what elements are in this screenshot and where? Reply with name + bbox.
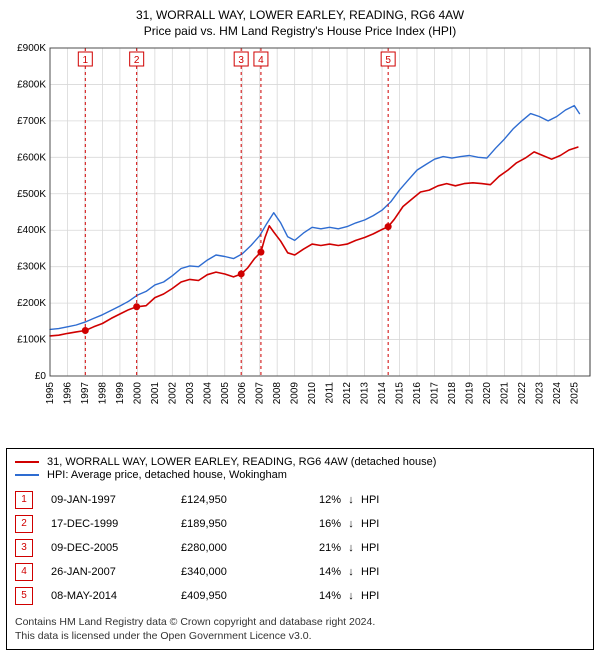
legend: 31, WORRALL WAY, LOWER EARLEY, READING, … <box>15 456 585 481</box>
transaction-date: 26-JAN-2007 <box>51 566 181 578</box>
copyright-line1: Contains HM Land Registry data © Crown c… <box>15 616 375 628</box>
svg-text:2014: 2014 <box>377 382 388 405</box>
svg-text:£400K: £400K <box>17 225 46 236</box>
svg-text:1998: 1998 <box>97 382 108 405</box>
svg-text:2020: 2020 <box>482 382 493 405</box>
transaction-row: 1 09-JAN-1997£124,95012%↓HPI <box>15 491 585 509</box>
svg-text:2012: 2012 <box>342 382 353 405</box>
svg-text:3: 3 <box>238 55 244 66</box>
down-arrow-icon: ↓ <box>341 518 361 530</box>
chart-plot: £0 £100K £200K £300K £400K £500K £600K £700K £80… <box>6 42 594 442</box>
chart-subtitle: Price paid vs. HM Land Registry's House … <box>6 24 594 38</box>
svg-text:1996: 1996 <box>62 382 73 405</box>
hpi-label: HPI <box>361 494 379 506</box>
svg-text:£900K: £900K <box>17 43 46 54</box>
transaction-pct: 21% <box>301 542 341 554</box>
svg-text:4: 4 <box>258 55 264 66</box>
svg-text:2021: 2021 <box>499 382 510 405</box>
svg-text:2004: 2004 <box>202 382 213 405</box>
chart-container: { "titles": { "line1": "31, WORRALL WAY,… <box>0 0 600 650</box>
transaction-pct: 16% <box>301 518 341 530</box>
svg-text:2022: 2022 <box>517 382 528 405</box>
legend-and-data-box: 31, WORRALL WAY, LOWER EARLEY, READING, … <box>6 448 594 650</box>
transaction-index-box: 1 <box>15 491 33 509</box>
svg-text:1999: 1999 <box>115 382 126 405</box>
transaction-row: 2 17-DEC-1999£189,95016%↓HPI <box>15 515 585 533</box>
svg-text:2005: 2005 <box>220 382 231 405</box>
svg-text:2: 2 <box>134 55 140 66</box>
down-arrow-icon: ↓ <box>341 542 361 554</box>
transaction-index-box: 5 <box>15 587 33 605</box>
transaction-date: 17-DEC-1999 <box>51 518 181 530</box>
svg-text:£700K: £700K <box>17 116 46 127</box>
svg-text:2001: 2001 <box>150 382 161 405</box>
svg-text:2018: 2018 <box>447 382 458 405</box>
svg-text:2003: 2003 <box>185 382 196 405</box>
transaction-price: £409,950 <box>181 590 301 602</box>
transaction-row: 5 08-MAY-2014£409,95014%↓HPI <box>15 587 585 605</box>
legend-item: 31, WORRALL WAY, LOWER EARLEY, READING, … <box>15 456 585 468</box>
hpi-label: HPI <box>361 590 379 602</box>
down-arrow-icon: ↓ <box>341 566 361 578</box>
transaction-index-box: 4 <box>15 563 33 581</box>
svg-text:2000: 2000 <box>132 382 143 405</box>
legend-label: 31, WORRALL WAY, LOWER EARLEY, READING, … <box>47 456 436 468</box>
svg-text:2013: 2013 <box>360 382 371 405</box>
hpi-label: HPI <box>361 566 379 578</box>
svg-text:2025: 2025 <box>569 382 580 405</box>
svg-text:2009: 2009 <box>290 382 301 405</box>
svg-text:2015: 2015 <box>395 382 406 405</box>
transaction-date: 08-MAY-2014 <box>51 590 181 602</box>
svg-text:2007: 2007 <box>255 382 266 405</box>
down-arrow-icon: ↓ <box>341 590 361 602</box>
transaction-price: £189,950 <box>181 518 301 530</box>
transaction-table: 109-JAN-1997£124,95012%↓HPI217-DEC-1999£… <box>15 491 585 605</box>
hpi-label: HPI <box>361 542 379 554</box>
svg-text:2010: 2010 <box>307 382 318 405</box>
svg-text:£800K: £800K <box>17 79 46 90</box>
transaction-row: 4 26-JAN-2007£340,00014%↓HPI <box>15 563 585 581</box>
svg-text:2023: 2023 <box>534 382 545 405</box>
transaction-price: £280,000 <box>181 542 301 554</box>
transaction-index-box: 3 <box>15 539 33 557</box>
svg-text:2024: 2024 <box>552 382 563 405</box>
transaction-pct: 14% <box>301 566 341 578</box>
legend-item: HPI: Average price, detached house, Woki… <box>15 469 585 481</box>
svg-text:1: 1 <box>83 55 89 66</box>
svg-text:2008: 2008 <box>272 382 283 405</box>
svg-text:1995: 1995 <box>45 382 56 405</box>
svg-text:2002: 2002 <box>167 382 178 405</box>
svg-text:£500K: £500K <box>17 189 46 200</box>
transaction-row: 3 09-DEC-2005£280,00021%↓HPI <box>15 539 585 557</box>
transaction-price: £124,950 <box>181 494 301 506</box>
svg-text:1997: 1997 <box>80 382 91 405</box>
svg-text:£200K: £200K <box>17 298 46 309</box>
transaction-price: £340,000 <box>181 566 301 578</box>
svg-text:£600K: £600K <box>17 152 46 163</box>
legend-swatch <box>15 461 39 463</box>
svg-text:2011: 2011 <box>325 382 336 404</box>
legend-swatch <box>15 474 39 476</box>
hpi-label: HPI <box>361 518 379 530</box>
transaction-pct: 14% <box>301 590 341 602</box>
transaction-pct: 12% <box>301 494 341 506</box>
svg-text:2019: 2019 <box>464 382 475 405</box>
svg-text:2017: 2017 <box>429 382 440 405</box>
svg-text:£0: £0 <box>35 371 47 382</box>
transaction-index-box: 2 <box>15 515 33 533</box>
chart-title-address: 31, WORRALL WAY, LOWER EARLEY, READING, … <box>6 8 594 22</box>
copyright-note: Contains HM Land Registry data © Crown c… <box>15 615 585 643</box>
legend-label: HPI: Average price, detached house, Woki… <box>47 469 287 481</box>
down-arrow-icon: ↓ <box>341 494 361 506</box>
svg-text:£300K: £300K <box>17 262 46 273</box>
svg-text:2016: 2016 <box>412 382 423 405</box>
transaction-date: 09-DEC-2005 <box>51 542 181 554</box>
svg-text:£100K: £100K <box>17 335 46 346</box>
copyright-line2: This data is licensed under the Open Gov… <box>15 630 312 642</box>
transaction-date: 09-JAN-1997 <box>51 494 181 506</box>
svg-text:5: 5 <box>385 55 391 66</box>
svg-text:2006: 2006 <box>237 382 248 405</box>
